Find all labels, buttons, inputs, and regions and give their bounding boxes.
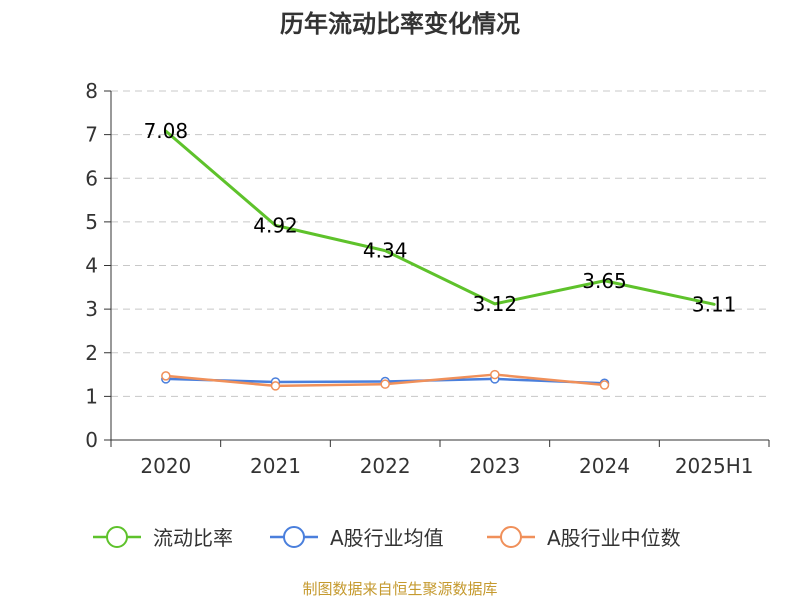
series-2-point bbox=[270, 381, 281, 391]
y-tick-label: 0 bbox=[85, 428, 98, 452]
y-tick-label: 5 bbox=[85, 210, 98, 234]
data-label: 3.11 bbox=[692, 292, 737, 316]
series-2-point bbox=[161, 371, 171, 381]
chart-title: 历年流动比率变化情况 bbox=[280, 10, 520, 38]
source-note: 制图数据来自恒生聚源数据库 bbox=[302, 580, 497, 598]
series-group bbox=[161, 129, 716, 391]
x-tick-label: 2024 bbox=[579, 454, 630, 478]
data-label: 3.12 bbox=[473, 292, 518, 316]
axes: 0 1 2 3 4 5 6 7 8 2020 2021 2022 2023 2024 2025H1 bbox=[85, 79, 770, 478]
y-tick-label: 3 bbox=[85, 297, 98, 321]
x-tick-label: 2021 bbox=[250, 454, 301, 478]
y-tick-label: 7 bbox=[85, 123, 98, 147]
legend-item-0[interactable]: 流动比率 bbox=[93, 526, 233, 550]
data-labels: 7.08 4.92 4.34 3.12 3.65 3.11 bbox=[144, 119, 737, 316]
data-label: 4.34 bbox=[363, 239, 408, 263]
series-line-0 bbox=[164, 129, 716, 306]
grid-lines bbox=[111, 90, 769, 397]
x-tick-label: 2020 bbox=[140, 454, 191, 478]
legend: 流动比率 A股行业均值 A股行业中位数 bbox=[93, 526, 681, 550]
data-label: 7.08 bbox=[144, 119, 189, 143]
legend-label: A股行业均值 bbox=[330, 526, 444, 550]
y-tick-label: 6 bbox=[85, 166, 98, 190]
x-tick-label: 2025H1 bbox=[675, 454, 754, 478]
legend-item-2[interactable]: A股行业中位数 bbox=[487, 526, 681, 550]
series-2-point bbox=[599, 380, 610, 390]
y-tick-label: 2 bbox=[85, 341, 98, 365]
legend-item-1[interactable]: A股行业均值 bbox=[270, 526, 444, 550]
legend-marker bbox=[500, 526, 522, 548]
legend-label: A股行业中位数 bbox=[547, 526, 681, 550]
legend-marker bbox=[106, 526, 128, 548]
series-2-point bbox=[380, 379, 390, 389]
y-tick-label: 8 bbox=[85, 79, 98, 103]
x-tick-label: 2023 bbox=[469, 454, 520, 478]
legend-label: 流动比率 bbox=[153, 526, 233, 550]
x-tick-label: 2022 bbox=[360, 454, 411, 478]
data-label: 3.65 bbox=[582, 269, 627, 293]
data-label: 4.92 bbox=[253, 213, 298, 237]
y-tick-label: 4 bbox=[85, 254, 98, 278]
y-tick-label: 1 bbox=[85, 384, 98, 408]
legend-marker bbox=[283, 526, 305, 548]
series-2-point bbox=[490, 369, 500, 380]
